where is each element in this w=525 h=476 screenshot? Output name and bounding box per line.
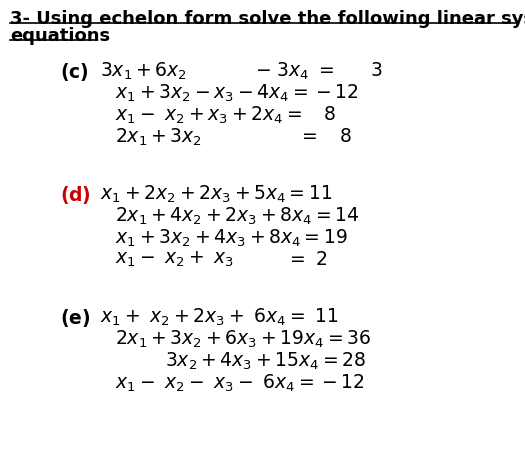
Text: $\mathbf{(c)}$: $\mathbf{(c)}$ — [60, 61, 89, 83]
Text: $3x_1 + 6x_2$: $3x_1 + 6x_2$ — [100, 61, 187, 82]
Text: 3- Using echelon form solve the following linear system of: 3- Using echelon form solve the followin… — [10, 10, 525, 28]
Text: $=\ 2$: $=\ 2$ — [286, 250, 327, 269]
Text: $3$: $3$ — [370, 61, 382, 80]
Text: $x_1 -\ x_2 + x_3 + 2x_4 =\quad 8$: $x_1 -\ x_2 + x_3 + 2x_4 =\quad 8$ — [115, 105, 337, 126]
Text: $x_1 + 3x_2 + 4x_3 + 8x_4 = 19$: $x_1 + 3x_2 + 4x_3 + 8x_4 = 19$ — [115, 228, 348, 249]
Text: $x_1 +\ x_2 + 2x_3 +\ 6x_4 =\ 11$: $x_1 +\ x_2 + 2x_3 +\ 6x_4 =\ 11$ — [100, 307, 339, 328]
Text: $x_1 + 2x_2 + 2x_3 + 5x_4 = 11$: $x_1 + 2x_2 + 2x_3 + 5x_4 = 11$ — [100, 184, 332, 205]
Text: $\mathbf{(d)}$: $\mathbf{(d)}$ — [60, 184, 91, 206]
Text: $2x_1 + 3x_2 + 6x_3 + 19x_4 = 36$: $2x_1 + 3x_2 + 6x_3 + 19x_4 = 36$ — [115, 329, 371, 350]
Text: $=\quad 8$: $=\quad 8$ — [298, 127, 352, 146]
Text: $-\ 3x_4\ =$: $-\ 3x_4\ =$ — [255, 61, 334, 82]
Text: $2x_1 + 4x_2 + 2x_3 + 8x_4 = 14$: $2x_1 + 4x_2 + 2x_3 + 8x_4 = 14$ — [115, 206, 360, 228]
Text: $3x_2 + 4x_3 + 15x_4 = 28$: $3x_2 + 4x_3 + 15x_4 = 28$ — [165, 351, 366, 372]
Text: equations: equations — [10, 27, 110, 45]
Text: $2x_1 + 3x_2$: $2x_1 + 3x_2$ — [115, 127, 202, 149]
Text: $x_1 -\ x_2 -\ x_3 -\ 6x_4 = -12$: $x_1 -\ x_2 -\ x_3 -\ 6x_4 = -12$ — [115, 373, 365, 394]
Text: $x_1 -\ x_2 +\ x_3$: $x_1 -\ x_2 +\ x_3$ — [115, 250, 234, 269]
Text: $\mathbf{(e)}$: $\mathbf{(e)}$ — [60, 307, 90, 329]
Text: $x_1 + 3x_2 - x_3 - 4x_4 = -12$: $x_1 + 3x_2 - x_3 - 4x_4 = -12$ — [115, 83, 359, 104]
